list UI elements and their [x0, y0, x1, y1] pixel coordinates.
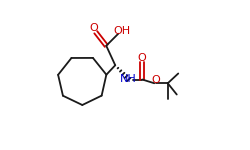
- Text: NH: NH: [120, 74, 136, 84]
- Text: OH: OH: [114, 27, 130, 36]
- Text: O: O: [138, 53, 146, 63]
- Text: O: O: [151, 75, 160, 85]
- Text: O: O: [90, 24, 98, 33]
